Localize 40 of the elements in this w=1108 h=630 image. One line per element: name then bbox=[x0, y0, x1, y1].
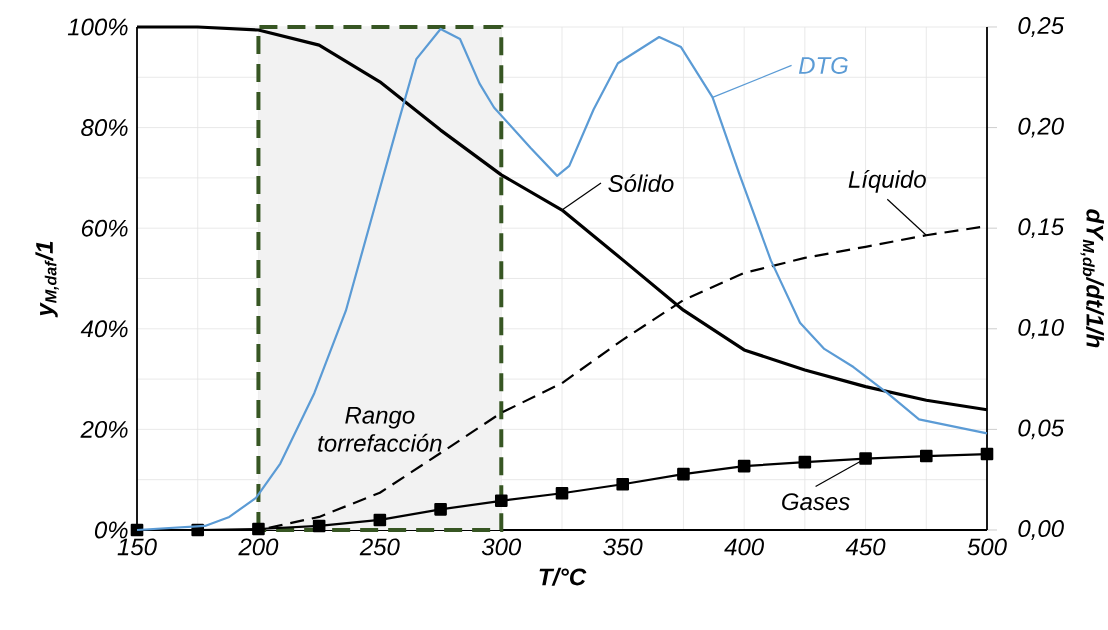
point bbox=[737, 459, 751, 473]
x-tick-label: 400 bbox=[724, 538, 764, 556]
y-tick-label: 20% bbox=[80, 420, 128, 438]
x-tick-label: 250 bbox=[359, 538, 400, 556]
point bbox=[494, 494, 508, 508]
y2-tick-label: 0,20 bbox=[1018, 117, 1064, 138]
y2-tick-label: 0,05 bbox=[1018, 419, 1065, 440]
point bbox=[373, 513, 387, 527]
y-tick-label: 0% bbox=[94, 521, 128, 539]
x-tick-label: 200 bbox=[238, 538, 279, 556]
point bbox=[555, 486, 569, 500]
y-tick-label: 100% bbox=[67, 18, 128, 36]
x-tick-label: 500 bbox=[967, 538, 1007, 556]
series-label: Líquido bbox=[848, 169, 926, 193]
legend-label: Sólido bbox=[608, 174, 674, 193]
point bbox=[252, 522, 265, 536]
y2-tick-label: 0,00 bbox=[1018, 520, 1064, 540]
x-tick-label: 350 bbox=[603, 538, 643, 556]
point bbox=[798, 455, 812, 469]
point bbox=[434, 503, 447, 516]
x-axis-title: T/°C bbox=[539, 567, 587, 586]
y-tick-label: 40% bbox=[80, 320, 128, 338]
y2-tick-label: 0,15 bbox=[1018, 218, 1065, 239]
point bbox=[312, 519, 326, 533]
x-tick-label: 300 bbox=[481, 538, 522, 556]
legend-label: DTG bbox=[798, 56, 848, 74]
x-tick-label: 450 bbox=[845, 538, 886, 556]
y-tick-label: 60% bbox=[81, 219, 128, 237]
y-tick-label: 80% bbox=[81, 119, 128, 137]
series-label: Gases bbox=[782, 493, 850, 511]
y2-tick-label: 0,10 bbox=[1018, 318, 1064, 339]
point bbox=[859, 452, 872, 465]
x-tick-label: 150 bbox=[117, 538, 157, 556]
point bbox=[677, 467, 690, 481]
point bbox=[919, 449, 933, 463]
y-axis-title: y$_{M,daf}$/1 bbox=[35, 241, 59, 318]
band-label: Rango torrefacción bbox=[318, 407, 442, 452]
y2-axis-title: dY$_{M,db}$/dt/1/h bbox=[1080, 209, 1104, 348]
y2-tick-label: 0,25 bbox=[1018, 17, 1065, 37]
point bbox=[616, 477, 630, 491]
